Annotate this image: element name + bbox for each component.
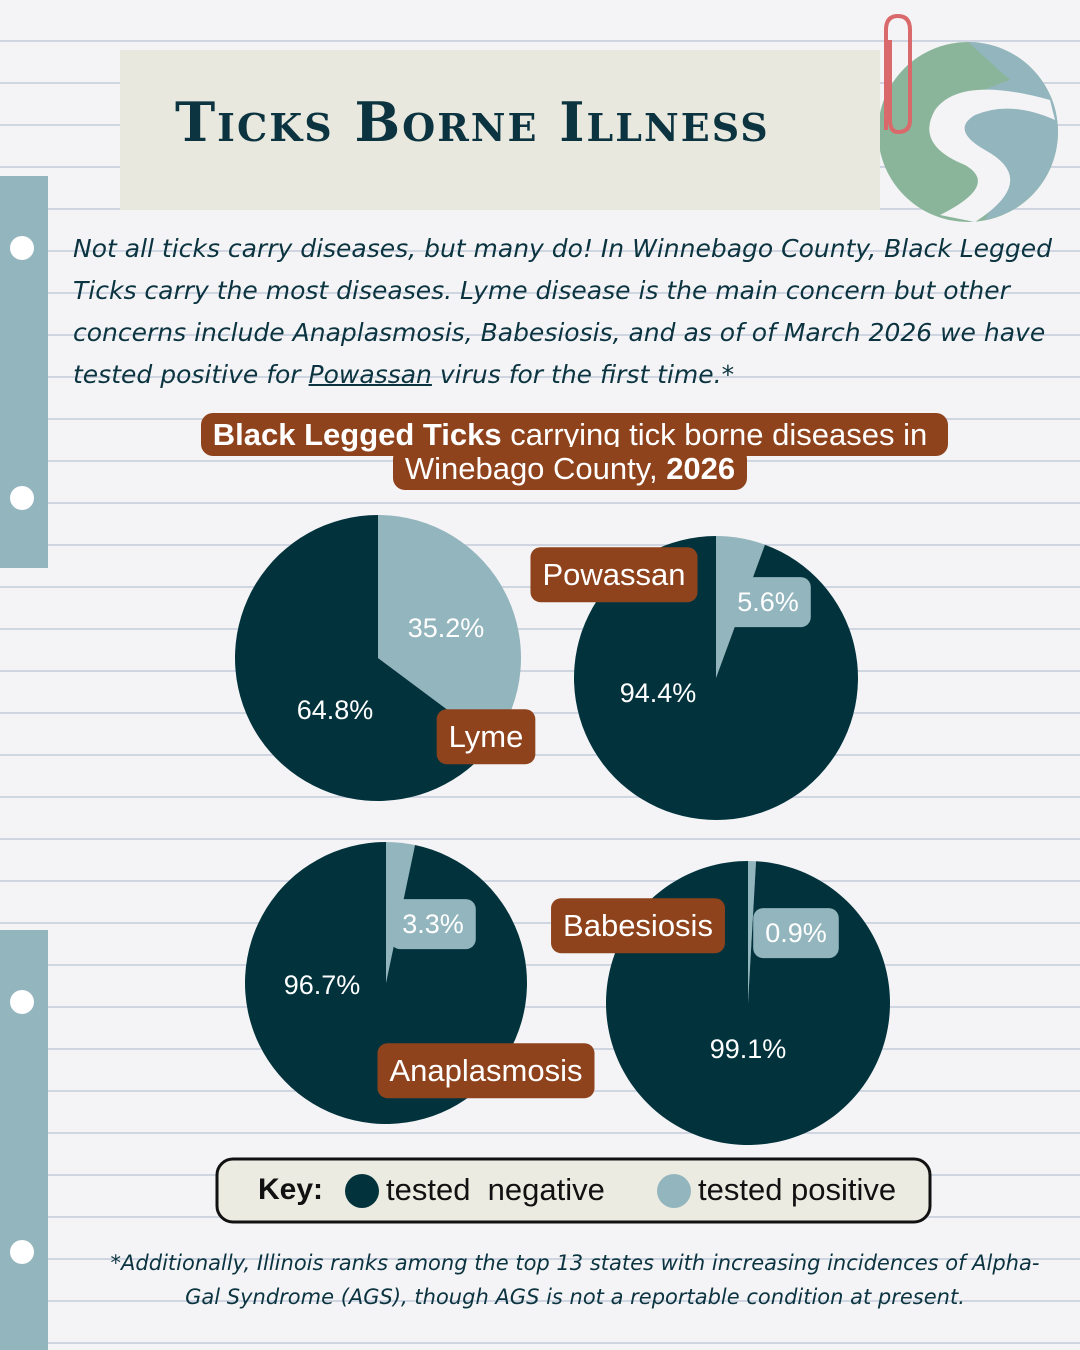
value-label-group: 3.3% [390, 899, 476, 950]
intro-text: Not all ticks carry diseases, but many d… [73, 234, 1060, 389]
value-label: 0.9% [765, 918, 827, 948]
heading-bold: Black Legged Ticks [212, 417, 502, 452]
pie-name-group: Lyme [436, 709, 536, 765]
pie-name-box [551, 898, 725, 954]
legend-title: Key: [258, 1173, 323, 1206]
pie-slice [748, 861, 757, 1003]
legend-label: tested positive [698, 1172, 896, 1207]
value-label-box [753, 908, 839, 959]
pie-slice [235, 515, 493, 801]
heading-bold: 2026 [666, 451, 736, 486]
hole [10, 1240, 34, 1264]
pie-name: Powassan [542, 557, 685, 592]
footnote: *Additionally, Illinois ranks among the … [110, 1251, 1040, 1309]
legend-box [215, 1157, 932, 1224]
intro: Not all ticks carry diseases, but many d… [73, 228, 1063, 396]
pie-name-group: Babesiosis [551, 898, 725, 954]
value-label-box [390, 899, 476, 950]
heading-text: carrying tick borne diseases in Winebago… [404, 417, 936, 486]
hole [10, 486, 34, 510]
pie-name: Babesiosis [563, 908, 713, 943]
intro-text: virus for the first time.* [431, 360, 735, 389]
pie-name-group: Anaplasmosis [377, 1043, 595, 1099]
pie-name: Anaplasmosis [390, 1053, 583, 1088]
pie-name-group: Powassan [530, 547, 698, 603]
legend-swatch [657, 1174, 691, 1208]
pie-slice [378, 515, 522, 744]
hole [10, 236, 34, 260]
hole [10, 990, 34, 1014]
intro-link: Powassan [308, 360, 432, 389]
legend-label: tested negative [386, 1172, 605, 1207]
value-label-group: 0.9% [753, 908, 839, 959]
pie-name-box [530, 547, 698, 603]
value-label: 5.6% [737, 587, 799, 617]
pie-name-box [436, 709, 536, 765]
value-label: 64.8% [297, 695, 374, 725]
value-label: 3.3% [402, 909, 464, 939]
legend-swatch [345, 1174, 379, 1208]
chart-heading: Black Legged Ticks carrying tick borne d… [180, 413, 960, 490]
title: Ticks Borne Illness [120, 50, 880, 210]
value-label: 94.4% [620, 678, 697, 708]
value-label: 96.7% [284, 970, 361, 1000]
paperclip [884, 13, 912, 135]
pie-name-box [377, 1043, 595, 1099]
value-label-group: 5.6% [725, 577, 811, 628]
pie-name: Lyme [449, 719, 524, 754]
value-label: 99.1% [710, 1034, 787, 1064]
value-label-box [725, 577, 811, 628]
value-label: 35.2% [408, 613, 485, 643]
logo [878, 42, 1058, 222]
